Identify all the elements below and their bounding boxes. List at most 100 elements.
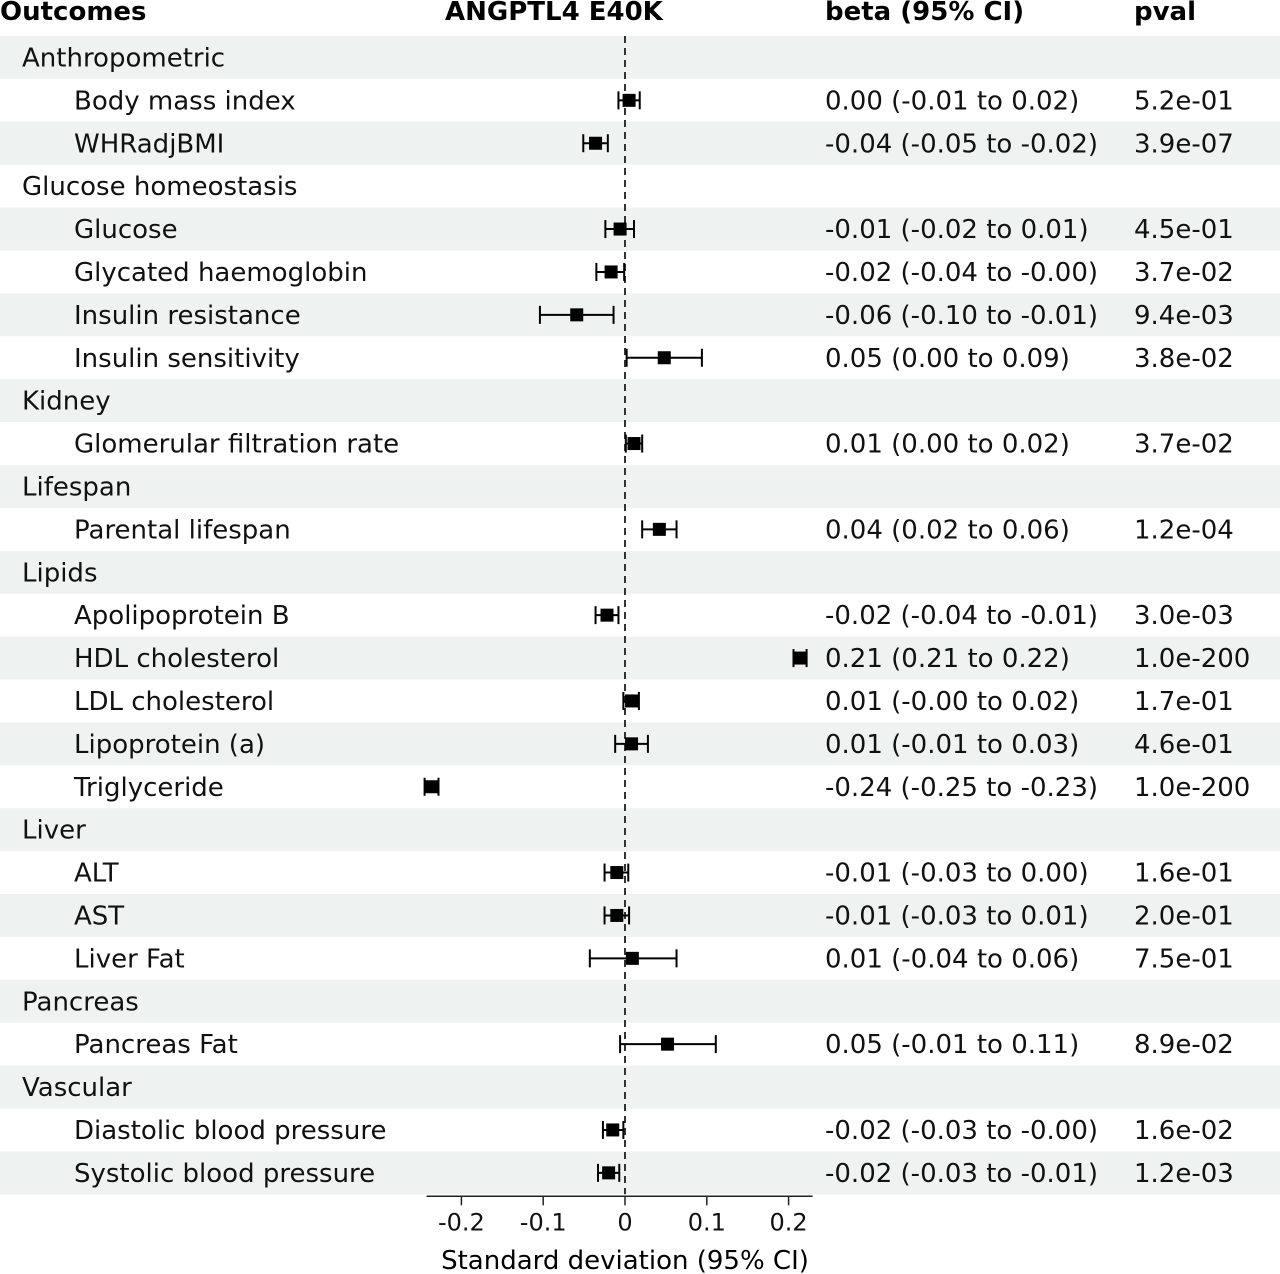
estimate-point bbox=[652, 522, 666, 536]
outcome-label: Parental lifespan bbox=[74, 515, 291, 545]
outcome-label: Insulin resistance bbox=[74, 301, 301, 331]
pval-text: 1.6e-02 bbox=[1134, 1116, 1234, 1146]
row-band bbox=[0, 121, 1280, 165]
beta-ci-text: -0.06 (-0.10 to -0.01) bbox=[825, 301, 1098, 331]
outcome-label: Liver Fat bbox=[74, 944, 185, 974]
pval-text: 1.7e-01 bbox=[1134, 687, 1234, 717]
estimate-point bbox=[625, 694, 639, 708]
beta-ci-text: -0.02 (-0.04 to -0.01) bbox=[825, 601, 1098, 631]
estimate-point bbox=[602, 1166, 616, 1180]
category-label: Anthropometric bbox=[22, 43, 225, 73]
outcome-label: Glomerular filtration rate bbox=[74, 430, 399, 460]
beta-ci-text: 0.01 (0.00 to 0.02) bbox=[825, 430, 1070, 460]
beta-ci-text: 0.01 (-0.01 to 0.03) bbox=[825, 730, 1079, 760]
outcome-label: LDL cholesterol bbox=[74, 687, 274, 717]
row-band bbox=[0, 207, 1280, 251]
pval-text: 8.9e-02 bbox=[1134, 1030, 1234, 1060]
row-labels: Anthropometric Body mass index WHRadjBMI Gl… bbox=[22, 43, 399, 1188]
estimate-point bbox=[625, 951, 639, 965]
estimate-point bbox=[661, 1037, 675, 1051]
estimate-point bbox=[610, 908, 624, 922]
pval-text: 1.2e-03 bbox=[1134, 1159, 1234, 1189]
estimate-point bbox=[604, 265, 618, 279]
category-label: Lipids bbox=[22, 558, 98, 588]
x-tick-label: -0.1 bbox=[520, 1208, 567, 1236]
estimate-point bbox=[657, 351, 671, 365]
category-label: Kidney bbox=[22, 387, 111, 417]
row-band bbox=[0, 36, 1280, 79]
estimate-point bbox=[622, 93, 636, 107]
pval-text: 3.0e-03 bbox=[1134, 601, 1234, 631]
beta-ci-text: -0.02 (-0.03 to -0.00) bbox=[825, 1116, 1098, 1146]
outcome-label: ALT bbox=[74, 859, 119, 889]
row-band bbox=[0, 550, 1280, 594]
pval-text: 9.4e-03 bbox=[1134, 301, 1234, 331]
beta-ci-text: -0.01 (-0.03 to 0.01) bbox=[825, 901, 1089, 931]
estimate-point bbox=[600, 608, 614, 622]
beta-ci-text: -0.04 (-0.05 to -0.02) bbox=[825, 129, 1098, 159]
beta-ci-text: -0.02 (-0.04 to -0.00) bbox=[825, 258, 1098, 288]
pval-text: 7.5e-01 bbox=[1134, 944, 1234, 974]
estimate-point bbox=[627, 437, 641, 451]
value-columns: 0.00 (-0.01 to 0.02) 5.2e-01 -0.04 (-0.05 … bbox=[825, 86, 1250, 1189]
pval-text: 3.7e-02 bbox=[1134, 258, 1234, 288]
header-pval: pval bbox=[1134, 0, 1196, 27]
row-band bbox=[0, 1151, 1280, 1195]
row-band bbox=[0, 465, 1280, 508]
category-label: Glucose homeostasis bbox=[22, 172, 297, 202]
outcome-label: Triglyceride bbox=[73, 773, 224, 803]
x-tick-label: 0 bbox=[617, 1208, 632, 1236]
category-label: Lifespan bbox=[22, 472, 131, 502]
pval-text: 2.0e-01 bbox=[1134, 901, 1234, 931]
x-tick-label: 0.2 bbox=[770, 1208, 808, 1236]
beta-ci-text: -0.24 (-0.25 to -0.23) bbox=[825, 773, 1098, 803]
row-band bbox=[0, 979, 1280, 1023]
estimate-marks bbox=[423, 91, 808, 1182]
beta-ci-text: 0.00 (-0.01 to 0.02) bbox=[825, 86, 1079, 116]
row-band bbox=[0, 379, 1280, 423]
row-band bbox=[0, 1065, 1280, 1109]
pval-text: 1.0e-200 bbox=[1134, 773, 1250, 803]
pval-text: 4.5e-01 bbox=[1134, 215, 1234, 245]
estimate-point bbox=[625, 737, 639, 751]
pval-text: 3.8e-02 bbox=[1134, 344, 1234, 374]
beta-ci-text: 0.01 (-0.00 to 0.02) bbox=[825, 687, 1079, 717]
estimate-point bbox=[610, 866, 624, 880]
pval-text: 3.9e-07 bbox=[1134, 129, 1234, 159]
row-band bbox=[0, 808, 1280, 852]
outcome-label: Diastolic blood pressure bbox=[74, 1116, 386, 1146]
row-band bbox=[0, 293, 1280, 337]
row-band bbox=[0, 636, 1280, 680]
category-label: Liver bbox=[22, 816, 86, 846]
outcome-label: AST bbox=[74, 901, 124, 931]
row-bands bbox=[0, 36, 1280, 1195]
beta-ci-text: 0.01 (-0.04 to 0.06) bbox=[825, 944, 1079, 974]
pval-text: 1.2e-04 bbox=[1134, 515, 1234, 545]
estimate-point bbox=[793, 651, 807, 665]
outcome-label: Lipoprotein (a) bbox=[74, 730, 265, 760]
pval-text: 5.2e-01 bbox=[1134, 86, 1234, 116]
estimate-point bbox=[570, 308, 584, 322]
outcome-label: WHRadjBMI bbox=[74, 129, 224, 159]
x-tick-label: 0.1 bbox=[688, 1208, 726, 1236]
beta-ci-text: -0.02 (-0.03 to -0.01) bbox=[825, 1159, 1098, 1189]
beta-ci-text: -0.01 (-0.02 to 0.01) bbox=[825, 215, 1089, 245]
outcome-label: Glycated haemoglobin bbox=[74, 258, 367, 288]
category-label: Pancreas bbox=[22, 987, 139, 1017]
category-label: Vascular bbox=[22, 1073, 132, 1103]
beta-ci-text: 0.21 (0.21 to 0.22) bbox=[825, 644, 1070, 674]
pval-text: 3.7e-02 bbox=[1134, 430, 1234, 460]
pval-text: 4.6e-01 bbox=[1134, 730, 1234, 760]
estimate-point bbox=[424, 780, 438, 794]
pval-text: 1.6e-01 bbox=[1134, 859, 1234, 889]
outcome-label: Glucose bbox=[74, 215, 178, 245]
estimate-point bbox=[589, 136, 603, 150]
x-tick-label: -0.2 bbox=[438, 1208, 485, 1236]
x-axis-label: Standard deviation (95% CI) bbox=[441, 1246, 809, 1274]
header-outcomes: Outcomes bbox=[0, 0, 147, 27]
outcome-label: HDL cholesterol bbox=[74, 644, 279, 674]
beta-ci-text: -0.01 (-0.03 to 0.00) bbox=[825, 859, 1089, 889]
pval-text: 1.0e-200 bbox=[1134, 644, 1250, 674]
estimate-point bbox=[606, 1123, 620, 1137]
